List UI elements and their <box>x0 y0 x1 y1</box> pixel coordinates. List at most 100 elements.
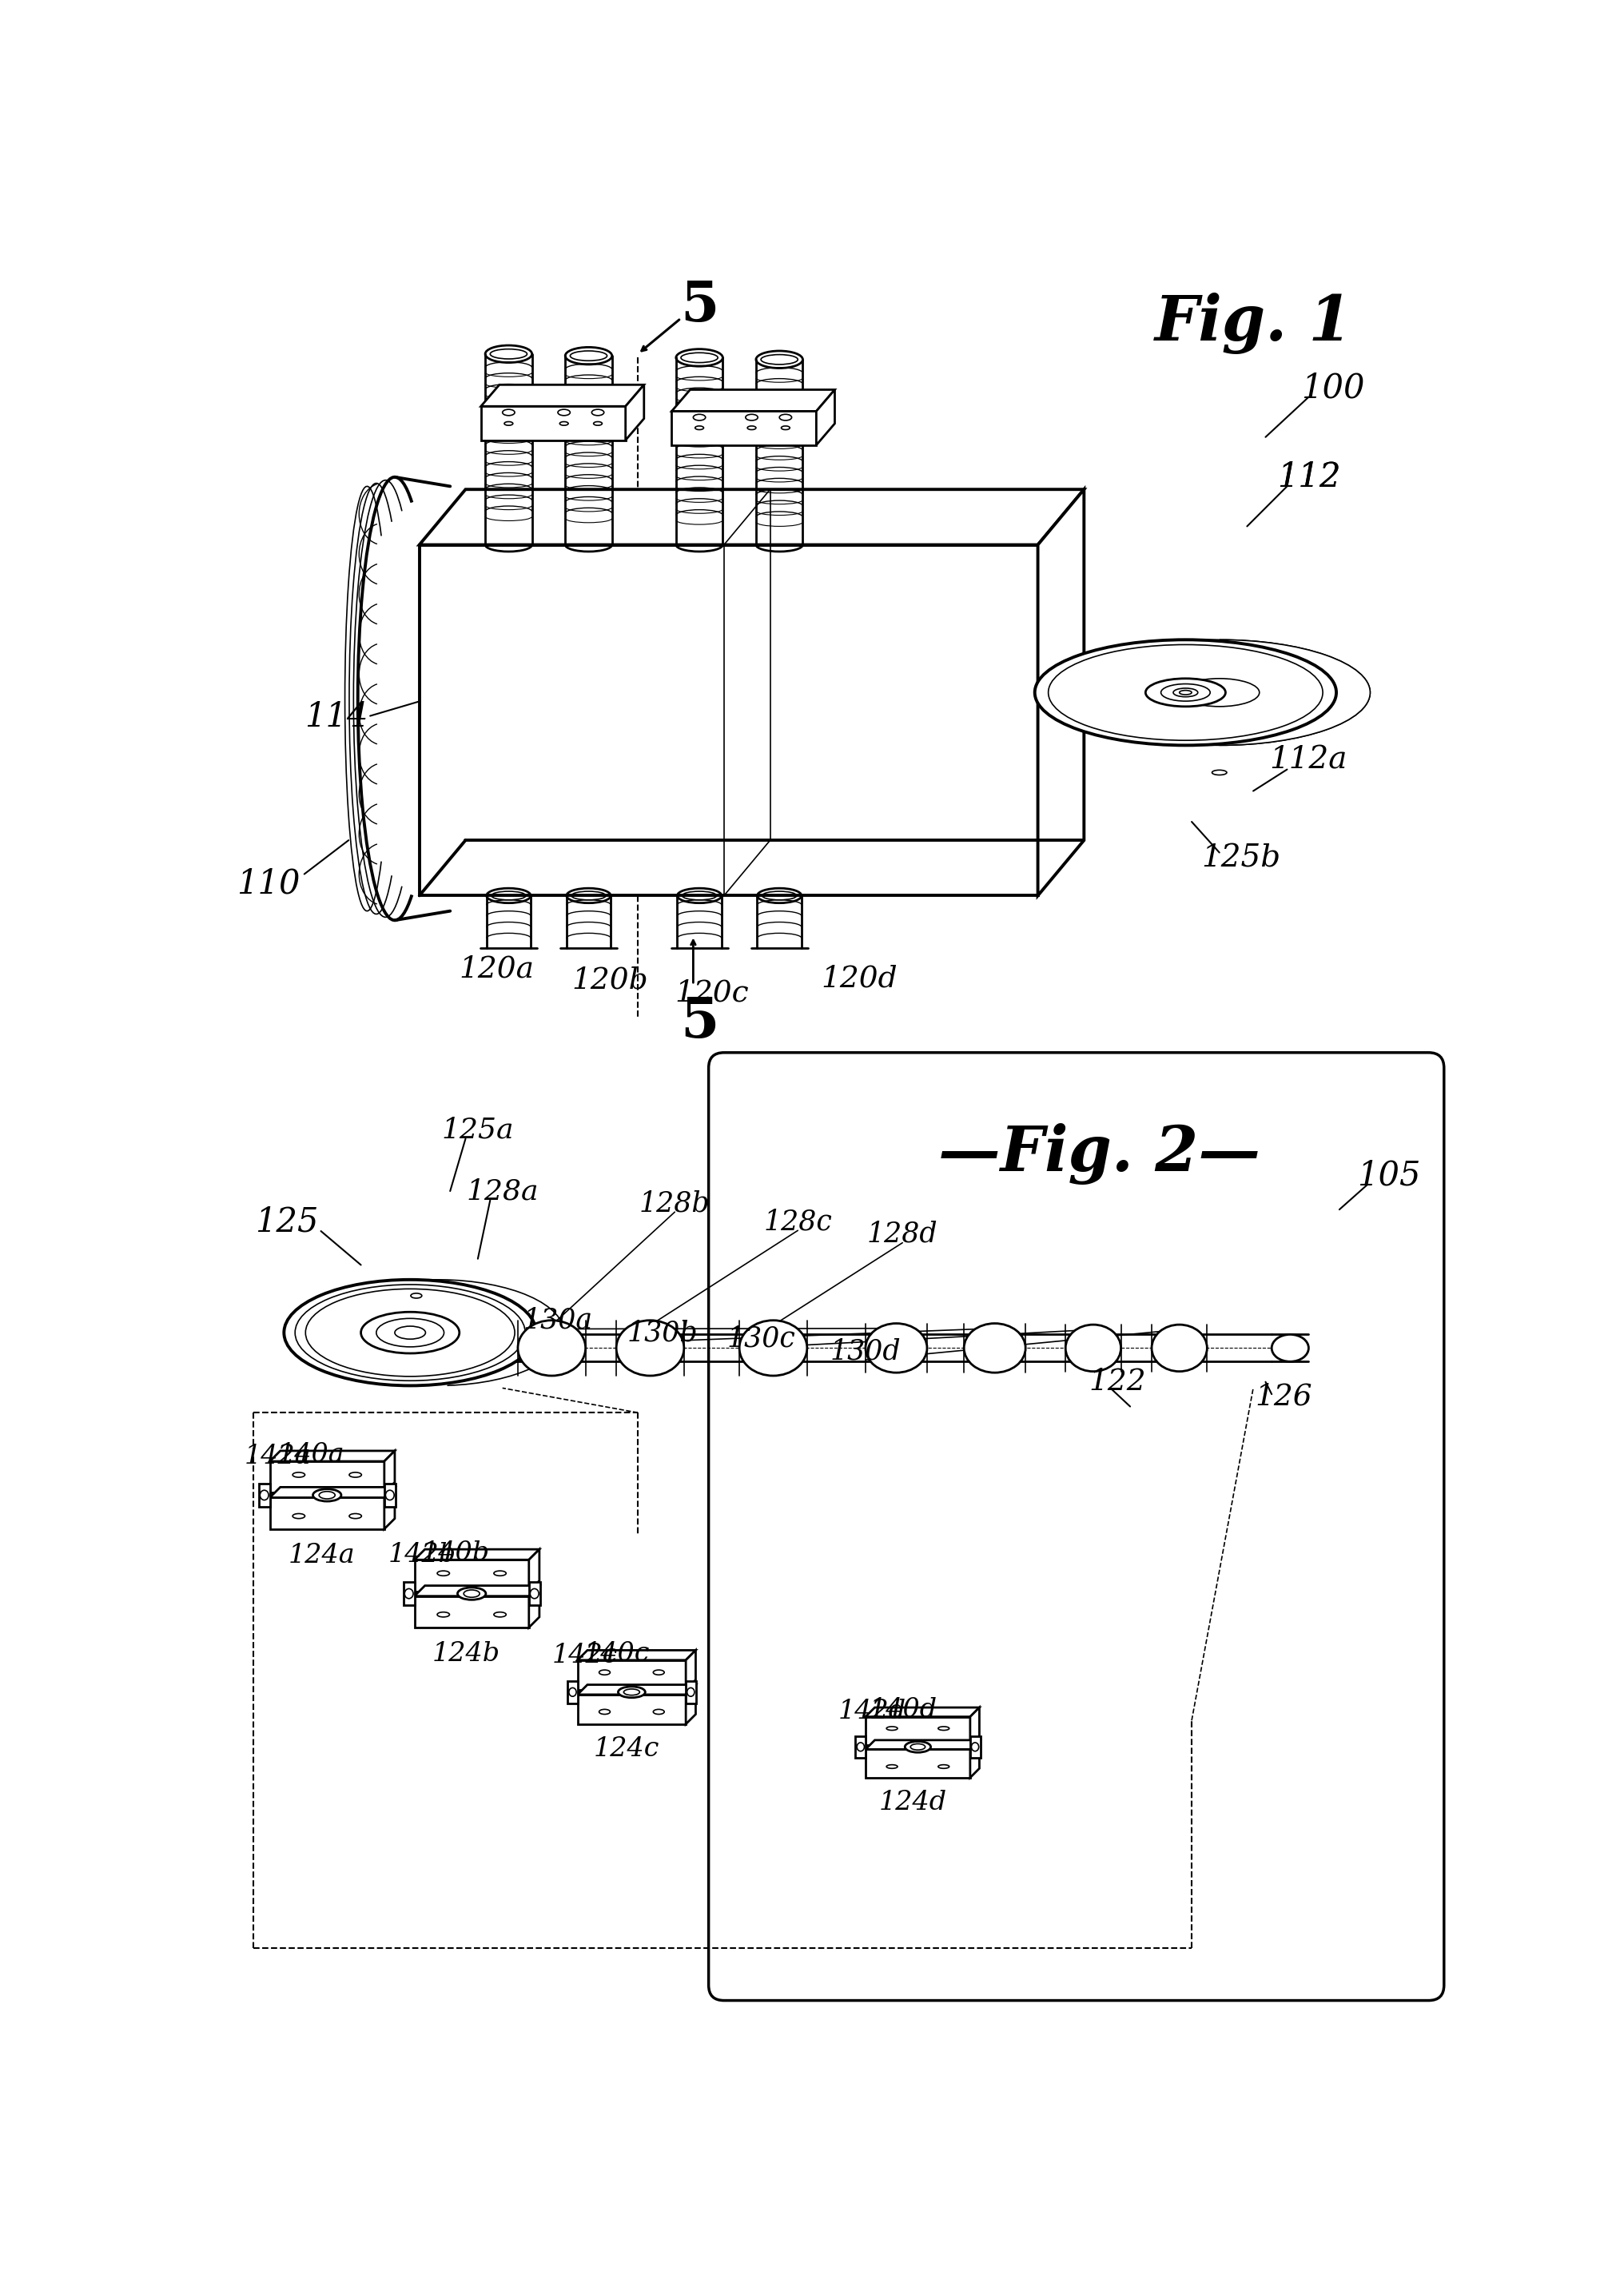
Ellipse shape <box>1065 1324 1121 1372</box>
Polygon shape <box>481 386 645 406</box>
Polygon shape <box>866 1740 979 1749</box>
Ellipse shape <box>1179 678 1259 705</box>
Text: 124d: 124d <box>879 1790 947 1815</box>
Polygon shape <box>685 1685 695 1724</box>
Text: 110: 110 <box>237 868 300 900</box>
Polygon shape <box>414 1587 539 1596</box>
Ellipse shape <box>458 1587 486 1600</box>
Polygon shape <box>419 546 1038 895</box>
Ellipse shape <box>361 1313 460 1354</box>
Text: 125b: 125b <box>1202 845 1281 874</box>
Polygon shape <box>856 1737 866 1758</box>
Ellipse shape <box>1272 1336 1309 1361</box>
Ellipse shape <box>739 1320 807 1377</box>
Polygon shape <box>817 390 835 445</box>
Polygon shape <box>685 1680 697 1703</box>
Text: 120a: 120a <box>458 954 534 984</box>
Polygon shape <box>270 1461 385 1493</box>
Text: 125: 125 <box>255 1205 318 1240</box>
Ellipse shape <box>1049 644 1324 740</box>
Text: 140c: 140c <box>585 1641 650 1667</box>
Ellipse shape <box>284 1281 536 1386</box>
Polygon shape <box>578 1685 695 1694</box>
Ellipse shape <box>1179 689 1192 694</box>
Text: 142c: 142c <box>552 1641 617 1669</box>
Text: 100: 100 <box>1301 372 1366 404</box>
Text: 112a: 112a <box>1270 747 1348 774</box>
Polygon shape <box>403 1582 414 1605</box>
Text: 112: 112 <box>1276 461 1340 493</box>
Text: 142b: 142b <box>388 1541 456 1568</box>
Text: 120b: 120b <box>572 966 648 995</box>
Polygon shape <box>672 390 835 411</box>
Polygon shape <box>866 1717 970 1744</box>
Polygon shape <box>385 1486 395 1530</box>
Ellipse shape <box>377 1317 443 1347</box>
Text: 140b: 140b <box>422 1541 490 1566</box>
Ellipse shape <box>296 1285 525 1381</box>
Polygon shape <box>970 1708 979 1744</box>
Text: 142d: 142d <box>838 1699 906 1724</box>
Ellipse shape <box>313 1489 341 1502</box>
Text: 130d: 130d <box>830 1338 901 1365</box>
Ellipse shape <box>905 1742 931 1753</box>
Polygon shape <box>258 1484 270 1507</box>
Text: 130c: 130c <box>726 1324 796 1352</box>
Text: 5: 5 <box>680 995 719 1048</box>
Text: 105: 105 <box>1356 1160 1421 1192</box>
Text: 120d: 120d <box>822 963 898 993</box>
Text: 140d: 140d <box>869 1696 937 1724</box>
Text: 142a: 142a <box>244 1443 310 1468</box>
Polygon shape <box>970 1740 979 1778</box>
Polygon shape <box>529 1582 541 1605</box>
Text: 130b: 130b <box>627 1320 698 1347</box>
Polygon shape <box>481 406 625 441</box>
Text: 128d: 128d <box>867 1221 939 1249</box>
Polygon shape <box>625 386 645 441</box>
Ellipse shape <box>965 1324 1025 1372</box>
Polygon shape <box>672 411 817 445</box>
Ellipse shape <box>866 1324 927 1372</box>
Text: 125a: 125a <box>442 1116 515 1144</box>
Text: 5: 5 <box>680 279 719 333</box>
Text: 124c: 124c <box>594 1735 659 1762</box>
Polygon shape <box>270 1486 395 1498</box>
Polygon shape <box>866 1749 970 1778</box>
Ellipse shape <box>1173 687 1199 696</box>
Polygon shape <box>270 1498 385 1530</box>
Text: 128c: 128c <box>763 1208 831 1235</box>
Polygon shape <box>567 1680 578 1703</box>
Polygon shape <box>414 1559 529 1591</box>
Polygon shape <box>385 1484 395 1507</box>
Ellipse shape <box>305 1290 515 1377</box>
Polygon shape <box>529 1550 539 1591</box>
Polygon shape <box>529 1587 539 1628</box>
Polygon shape <box>270 1450 395 1461</box>
Text: 124a: 124a <box>289 1543 356 1568</box>
Polygon shape <box>866 1708 979 1717</box>
Polygon shape <box>414 1596 529 1628</box>
Polygon shape <box>385 1450 395 1493</box>
Polygon shape <box>578 1651 695 1660</box>
Ellipse shape <box>395 1326 425 1340</box>
Ellipse shape <box>518 1320 586 1377</box>
Ellipse shape <box>1069 639 1371 744</box>
Polygon shape <box>578 1660 685 1689</box>
Ellipse shape <box>619 1687 645 1699</box>
Text: 130a: 130a <box>523 1306 593 1333</box>
Ellipse shape <box>1034 639 1337 744</box>
Polygon shape <box>1038 489 1083 895</box>
Ellipse shape <box>1145 678 1226 705</box>
Text: 122: 122 <box>1090 1368 1147 1397</box>
Ellipse shape <box>1151 1324 1207 1372</box>
Text: 124b: 124b <box>432 1641 500 1667</box>
Text: 114: 114 <box>305 701 369 733</box>
Text: 126: 126 <box>1255 1383 1312 1411</box>
Ellipse shape <box>1161 685 1210 701</box>
Text: 128a: 128a <box>466 1178 539 1205</box>
Polygon shape <box>414 1550 539 1559</box>
Text: —Fig. 2—: —Fig. 2— <box>939 1123 1260 1185</box>
Text: 112: 112 <box>1276 461 1340 493</box>
Polygon shape <box>970 1737 981 1758</box>
Text: Fig. 1: Fig. 1 <box>1155 292 1353 354</box>
